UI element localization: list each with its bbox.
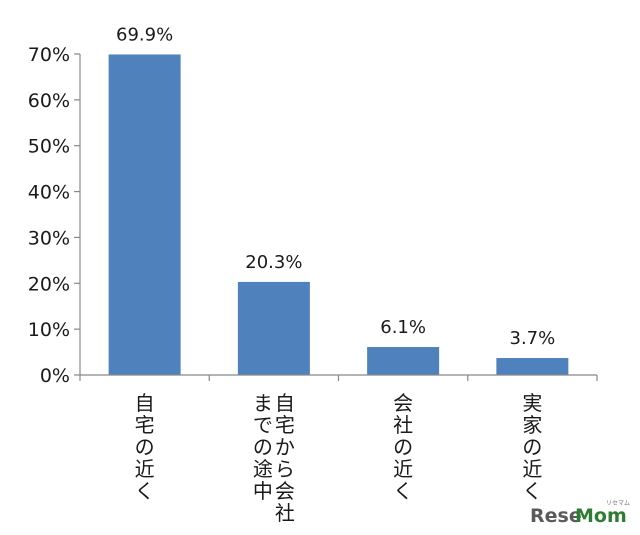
y-tick-label: 0%	[40, 365, 70, 387]
category-label-char: 家	[522, 413, 542, 437]
category-label-char: 実	[522, 391, 542, 415]
category-label-char: 途	[253, 457, 273, 481]
y-tick-label: 50%	[28, 136, 70, 158]
category-label-char: く	[393, 479, 413, 503]
y-tick-label: 30%	[28, 227, 70, 249]
category-label-char: 自	[275, 391, 295, 415]
category-label-char: 社	[393, 413, 413, 437]
category-label-char: 近	[135, 457, 155, 481]
category-label-char: の	[393, 435, 413, 459]
category-label-char: ま	[253, 391, 273, 415]
category-label-char: の	[135, 435, 155, 459]
category-label-char: ら	[275, 457, 295, 481]
category-label-char: 近	[393, 457, 413, 481]
y-axis: 0% 10% 20% 30% 40% 50% 60% 70%	[28, 44, 598, 387]
category-label-char: 会	[275, 479, 295, 503]
y-tick-label: 60%	[28, 90, 70, 112]
bar	[367, 347, 440, 375]
bar	[237, 281, 310, 375]
y-tick-label: 70%	[28, 44, 70, 66]
watermark: Rese Mom リセマム	[530, 500, 630, 527]
data-labels: 69.9% 20.3% 6.1% 3.7%	[116, 24, 555, 349]
watermark-brand-b: Mom	[575, 505, 627, 527]
data-label: 20.3%	[245, 252, 302, 273]
category-label-char: 宅	[135, 413, 155, 437]
category-label-char: 自	[135, 391, 155, 415]
y-tick-label: 10%	[28, 319, 70, 341]
category-label-char: く	[522, 479, 542, 503]
category-label-char: 宅	[275, 413, 295, 437]
bars	[108, 54, 569, 376]
y-tick-label: 20%	[28, 273, 70, 295]
bar	[496, 358, 569, 375]
data-label: 6.1%	[380, 317, 426, 338]
bar	[108, 54, 181, 376]
category-label-char: の	[253, 435, 273, 459]
data-label: 69.9%	[116, 24, 173, 45]
category-label-char: 会	[393, 391, 413, 415]
category-label-char: の	[522, 435, 542, 459]
category-label-char: 近	[522, 457, 542, 481]
category-label-char: く	[135, 479, 155, 503]
category-label-char: 社	[275, 501, 295, 525]
category-label-char: か	[275, 435, 295, 459]
watermark-small: リセマム	[606, 500, 630, 507]
data-label: 3.7%	[510, 328, 556, 349]
watermark-brand-a: Rese	[530, 505, 582, 527]
y-tick-label: 40%	[28, 182, 70, 204]
category-label-char: 中	[253, 479, 273, 503]
category-label-char: で	[253, 413, 273, 437]
